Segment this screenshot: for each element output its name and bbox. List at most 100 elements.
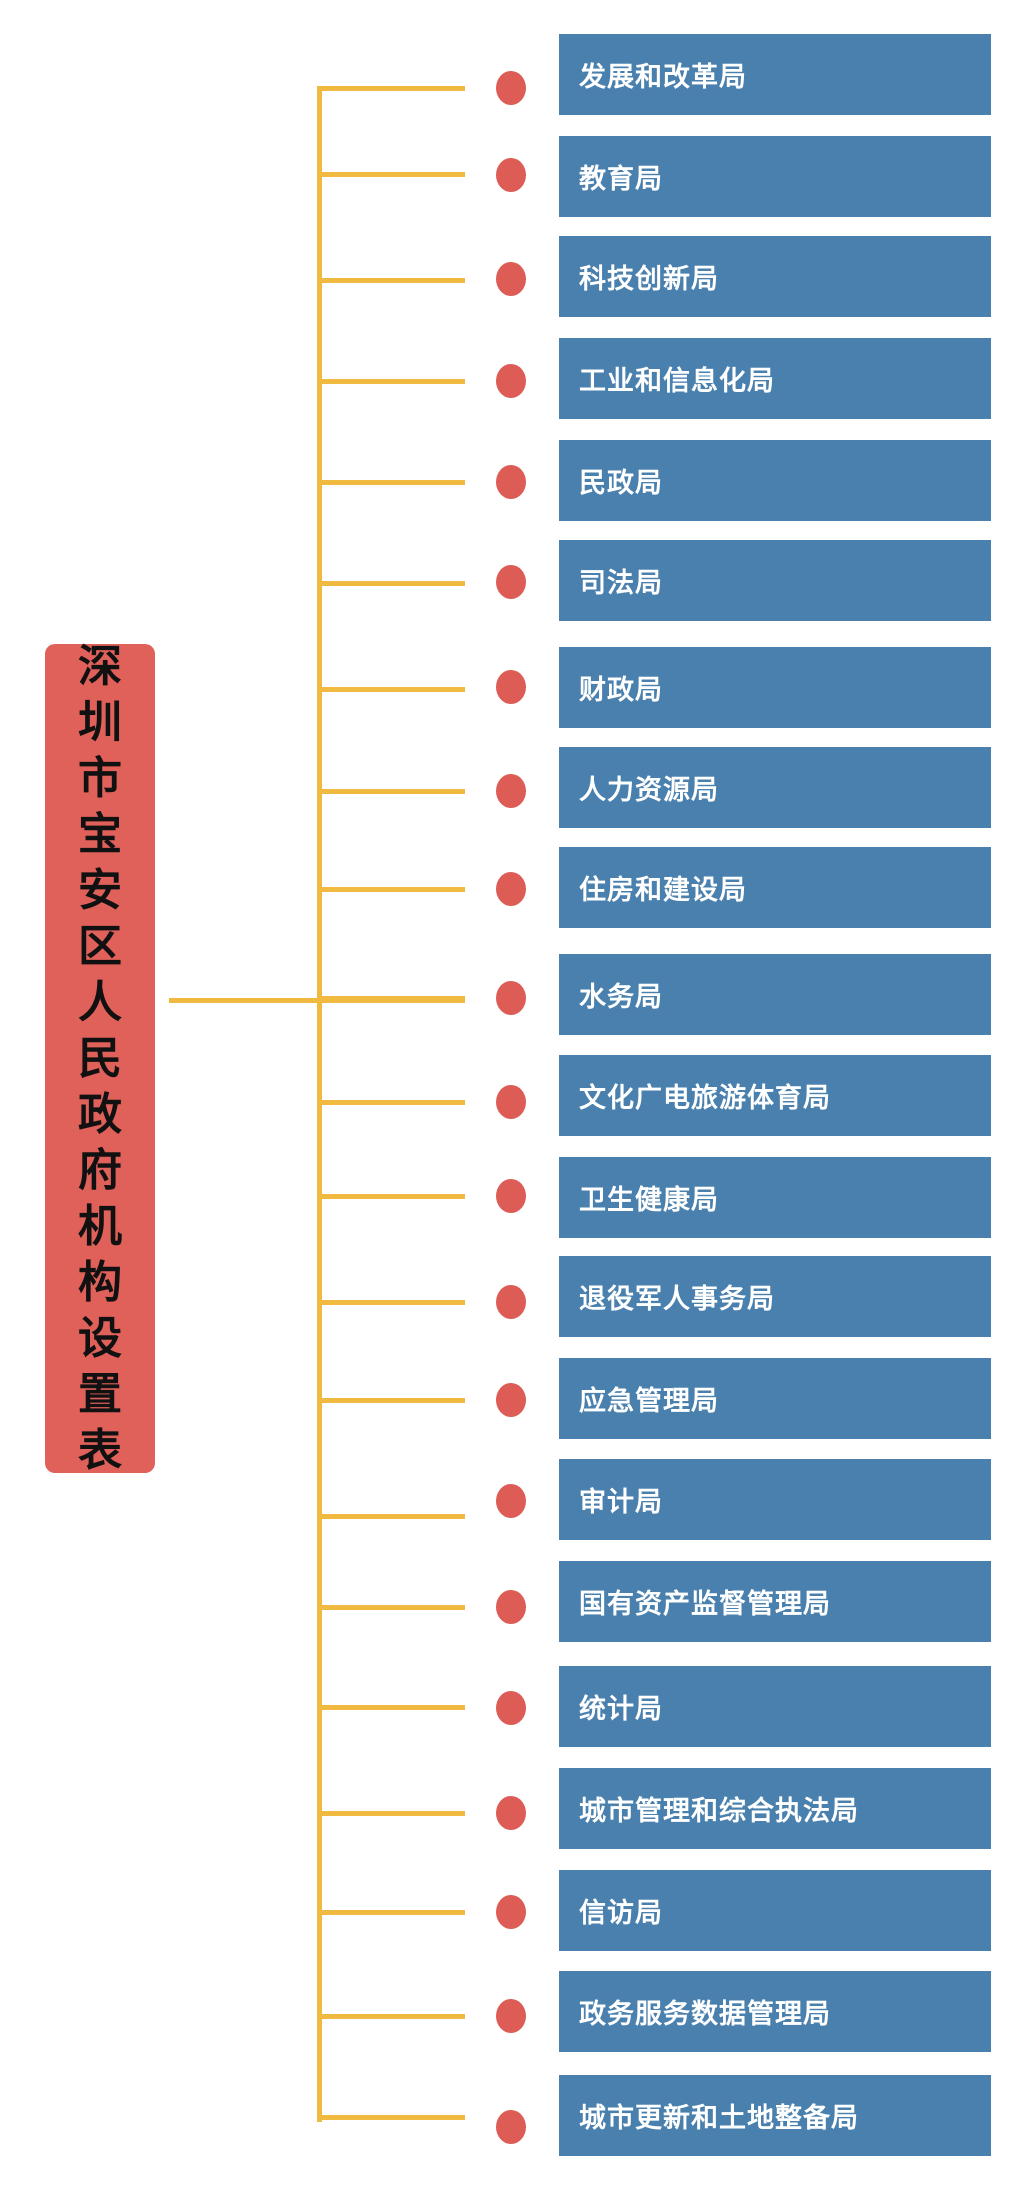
- bullet-dot: [496, 1484, 526, 1518]
- connector-branch: [317, 1514, 465, 1519]
- department-box: 财政局: [559, 647, 991, 728]
- title-char: 民: [78, 1032, 122, 1084]
- bullet-dot: [496, 2110, 526, 2144]
- connector-branch: [317, 1300, 465, 1305]
- connector-branch: [317, 480, 465, 485]
- bullet-dot: [496, 1691, 526, 1725]
- bullet-dot: [496, 774, 526, 808]
- title-char: 设: [78, 1312, 122, 1364]
- connector-branch: [317, 789, 465, 794]
- connector-branch: [317, 1605, 465, 1610]
- bullet-dot: [496, 1383, 526, 1417]
- bullet-dot: [496, 1796, 526, 1830]
- department-box: 民政局: [559, 440, 991, 521]
- department-label: 退役军人事务局: [579, 1284, 775, 1315]
- connector-branch: [317, 1398, 465, 1403]
- title-char: 区: [78, 920, 122, 972]
- department-box: 文化广电旅游体育局: [559, 1055, 991, 1136]
- department-box: 政务服务数据管理局: [559, 1971, 991, 2052]
- title-char: 圳: [78, 696, 122, 748]
- department-box: 人力资源局: [559, 747, 991, 828]
- department-box: 科技创新局: [559, 236, 991, 317]
- title-char: 府: [78, 1144, 122, 1196]
- root-title-box: 深圳市宝安区人民政府机构设置表: [45, 641, 155, 1476]
- department-label: 发展和改革局: [579, 62, 747, 93]
- department-box: 水务局: [559, 954, 991, 1035]
- bullet-dot: [496, 465, 526, 499]
- department-label: 政务服务数据管理局: [579, 1999, 831, 2030]
- bullet-dot: [496, 1085, 526, 1119]
- title-char: 政: [78, 1088, 122, 1140]
- title-char: 宝: [78, 808, 122, 860]
- department-label: 审计局: [579, 1487, 663, 1518]
- department-label: 财政局: [579, 675, 663, 706]
- connector-branch: [317, 1194, 465, 1199]
- department-label: 卫生健康局: [579, 1185, 719, 1216]
- department-box: 统计局: [559, 1666, 991, 1747]
- connector-branch: [317, 379, 465, 384]
- department-box: 国有资产监督管理局: [559, 1561, 991, 1642]
- connector-branch: [317, 1705, 465, 1710]
- bullet-dot: [496, 565, 526, 599]
- department-label: 国有资产监督管理局: [579, 1589, 831, 1620]
- department-label: 教育局: [579, 164, 663, 195]
- department-label: 城市管理和综合执法局: [579, 1796, 859, 1827]
- title-char: 表: [78, 1424, 122, 1476]
- department-box: 工业和信息化局: [559, 338, 991, 419]
- bullet-dot: [496, 158, 526, 192]
- department-label: 城市更新和土地整备局: [579, 2103, 859, 2134]
- connector-branch: [317, 278, 465, 283]
- department-box: 教育局: [559, 136, 991, 217]
- department-label: 应急管理局: [579, 1386, 719, 1417]
- title-char: 人: [78, 976, 122, 1028]
- department-box: 司法局: [559, 540, 991, 621]
- department-label: 水务局: [579, 982, 663, 1013]
- title-char: 机: [78, 1200, 122, 1252]
- bullet-dot: [496, 670, 526, 704]
- department-box: 应急管理局: [559, 1358, 991, 1439]
- department-label: 文化广电旅游体育局: [579, 1083, 831, 1114]
- bullet-dot: [496, 981, 526, 1015]
- title-char: 构: [78, 1256, 122, 1308]
- connector-trunk: [317, 88, 322, 2122]
- department-box: 住房和建设局: [559, 847, 991, 928]
- connector-branch: [317, 86, 465, 91]
- connector-branch: [317, 581, 465, 586]
- title-char: 安: [78, 864, 122, 916]
- department-label: 统计局: [579, 1694, 663, 1725]
- connector-branch: [317, 1100, 465, 1105]
- connector-branch: [317, 996, 465, 1001]
- department-box: 城市更新和土地整备局: [559, 2075, 991, 2156]
- department-box: 卫生健康局: [559, 1157, 991, 1238]
- department-label: 民政局: [579, 468, 663, 499]
- bullet-dot: [496, 262, 526, 296]
- title-char: 市: [78, 752, 122, 804]
- department-label: 工业和信息化局: [579, 366, 775, 397]
- title-char: 深: [78, 640, 122, 692]
- department-box: 退役军人事务局: [559, 1256, 991, 1337]
- connector-branch: [317, 2115, 465, 2120]
- department-box: 审计局: [559, 1459, 991, 1540]
- department-label: 科技创新局: [579, 264, 719, 295]
- connector-branch: [317, 1811, 465, 1816]
- connector-branch: [317, 172, 465, 177]
- connector-branch: [317, 1910, 465, 1915]
- department-box: 城市管理和综合执法局: [559, 1768, 991, 1849]
- bullet-dot: [496, 1895, 526, 1929]
- department-box: 发展和改革局: [559, 34, 991, 115]
- connector-branch: [317, 2014, 465, 2019]
- connector-branch: [317, 887, 465, 892]
- bullet-dot: [496, 1590, 526, 1624]
- bullet-dot: [496, 364, 526, 398]
- department-label: 司法局: [579, 568, 663, 599]
- department-label: 人力资源局: [579, 775, 719, 806]
- title-char: 置: [78, 1368, 122, 1420]
- bullet-dot: [496, 872, 526, 906]
- bullet-dot: [496, 1179, 526, 1213]
- bullet-dot: [496, 71, 526, 105]
- department-label: 信访局: [579, 1898, 663, 1929]
- department-box: 信访局: [559, 1870, 991, 1951]
- connector-branch: [317, 687, 465, 692]
- bullet-dot: [496, 1999, 526, 2033]
- bullet-dot: [496, 1285, 526, 1319]
